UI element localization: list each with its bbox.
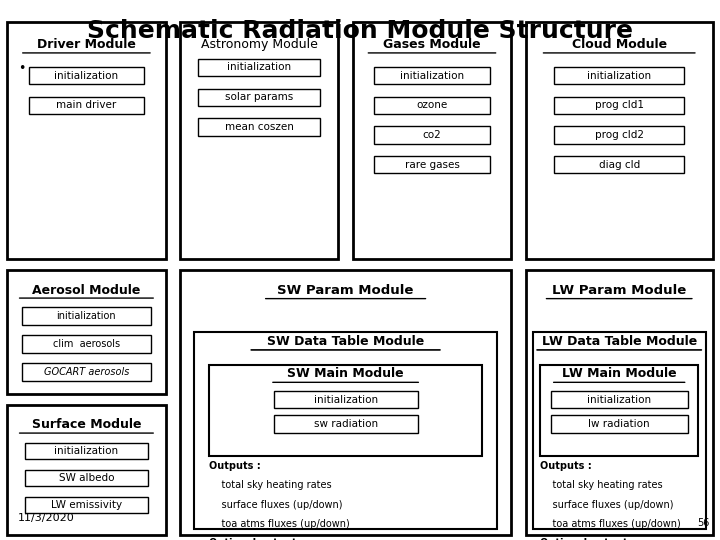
Text: SW Data Table Module: SW Data Table Module [267, 335, 424, 348]
FancyBboxPatch shape [526, 270, 713, 535]
Text: initialization: initialization [57, 311, 116, 321]
Text: initialization: initialization [400, 71, 464, 80]
Text: Surface Module: Surface Module [32, 418, 141, 431]
Text: Astronomy Module: Astronomy Module [201, 38, 318, 51]
Text: total sky heating rates: total sky heating rates [540, 480, 662, 490]
FancyBboxPatch shape [180, 270, 511, 535]
FancyBboxPatch shape [22, 335, 151, 353]
FancyBboxPatch shape [374, 156, 490, 173]
FancyBboxPatch shape [7, 270, 166, 394]
Text: Schematic Radiation Module Structure: Schematic Radiation Module Structure [87, 19, 633, 43]
Text: LW emissivity: LW emissivity [51, 500, 122, 510]
Text: SW Param Module: SW Param Module [277, 284, 414, 296]
Text: initialization: initialization [227, 63, 292, 72]
Text: total sky heating rates: total sky heating rates [209, 480, 331, 490]
Text: GOCART aerosols: GOCART aerosols [44, 367, 129, 377]
Text: Optional outputs:: Optional outputs: [209, 538, 306, 540]
Text: initialization: initialization [587, 71, 652, 80]
Text: LW Param Module: LW Param Module [552, 284, 686, 296]
Text: rare gases: rare gases [405, 160, 459, 170]
FancyBboxPatch shape [194, 332, 497, 529]
Text: Cloud Module: Cloud Module [572, 38, 667, 51]
Text: LW Data Table Module: LW Data Table Module [541, 335, 697, 348]
FancyBboxPatch shape [198, 118, 320, 136]
Text: surface fluxes (up/down): surface fluxes (up/down) [209, 500, 342, 510]
FancyBboxPatch shape [274, 415, 418, 433]
Text: Driver Module: Driver Module [37, 38, 136, 51]
Text: Outputs :: Outputs : [209, 461, 261, 471]
Text: mean coszen: mean coszen [225, 122, 294, 132]
Text: Optional outputs:: Optional outputs: [540, 538, 637, 540]
FancyBboxPatch shape [29, 67, 144, 84]
Text: SW Main Module: SW Main Module [287, 367, 404, 380]
FancyBboxPatch shape [198, 59, 320, 76]
FancyBboxPatch shape [22, 307, 151, 325]
FancyBboxPatch shape [198, 89, 320, 106]
FancyBboxPatch shape [554, 97, 684, 114]
FancyBboxPatch shape [554, 156, 684, 173]
FancyBboxPatch shape [374, 97, 490, 114]
FancyBboxPatch shape [353, 22, 511, 259]
Text: clim  aerosols: clim aerosols [53, 339, 120, 349]
Text: main driver: main driver [56, 100, 117, 110]
Text: Gases Module: Gases Module [383, 38, 481, 51]
Text: initialization: initialization [54, 446, 119, 456]
Text: toa atms fluxes (up/down): toa atms fluxes (up/down) [540, 519, 680, 529]
FancyBboxPatch shape [526, 22, 713, 259]
Text: ozone: ozone [416, 100, 448, 110]
Text: prog cld2: prog cld2 [595, 130, 644, 140]
FancyBboxPatch shape [29, 97, 144, 114]
Text: •: • [18, 62, 25, 75]
Text: LW Main Module: LW Main Module [562, 367, 677, 380]
FancyBboxPatch shape [554, 67, 684, 84]
Text: solar params: solar params [225, 92, 293, 102]
Text: surface fluxes (up/down): surface fluxes (up/down) [540, 500, 673, 510]
FancyBboxPatch shape [25, 443, 148, 459]
FancyBboxPatch shape [540, 364, 698, 456]
FancyBboxPatch shape [7, 22, 166, 259]
FancyBboxPatch shape [533, 332, 706, 529]
FancyBboxPatch shape [274, 391, 418, 408]
FancyBboxPatch shape [25, 497, 148, 513]
FancyBboxPatch shape [180, 22, 338, 259]
FancyBboxPatch shape [374, 67, 490, 84]
FancyBboxPatch shape [554, 126, 684, 144]
Text: initialization: initialization [54, 71, 119, 80]
FancyBboxPatch shape [25, 470, 148, 486]
Text: diag cld: diag cld [598, 160, 640, 170]
Text: initialization: initialization [313, 395, 378, 404]
Text: 56: 56 [697, 518, 709, 528]
FancyBboxPatch shape [22, 363, 151, 381]
FancyBboxPatch shape [209, 364, 482, 456]
Text: lw radiation: lw radiation [588, 419, 650, 429]
Text: prog cld1: prog cld1 [595, 100, 644, 110]
Text: sw radiation: sw radiation [313, 419, 378, 429]
Text: toa atms fluxes (up/down): toa atms fluxes (up/down) [209, 519, 349, 529]
FancyBboxPatch shape [551, 391, 688, 408]
Text: 11/3/2020: 11/3/2020 [18, 512, 75, 523]
Text: co2: co2 [423, 130, 441, 140]
FancyBboxPatch shape [551, 415, 688, 433]
Text: Aerosol Module: Aerosol Module [32, 284, 140, 296]
FancyBboxPatch shape [374, 126, 490, 144]
Text: SW albedo: SW albedo [58, 473, 114, 483]
Text: initialization: initialization [587, 395, 652, 404]
Text: Outputs :: Outputs : [540, 461, 592, 471]
FancyBboxPatch shape [7, 405, 166, 535]
